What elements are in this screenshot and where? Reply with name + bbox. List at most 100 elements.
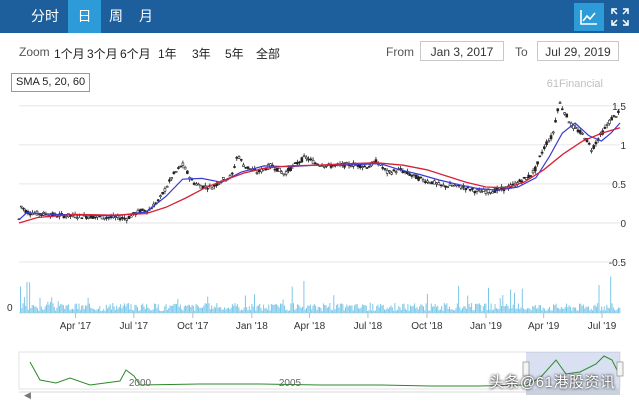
candle-body — [493, 188, 497, 193]
volume-bar — [519, 309, 521, 313]
candle-body — [491, 191, 494, 194]
volume-bar — [142, 303, 144, 313]
candle-body — [206, 187, 209, 190]
volume-bar — [74, 304, 76, 313]
volume-bar — [469, 307, 471, 313]
tab-weekly[interactable]: 周 — [109, 8, 123, 24]
volume-bar — [111, 309, 112, 313]
to-date-input[interactable]: Jul 29, 2019 — [537, 41, 619, 61]
volume-bar — [120, 304, 122, 313]
volume-bar — [368, 310, 370, 313]
zoom-all-button[interactable]: 全部 — [256, 47, 281, 61]
from-date-input[interactable]: Jan 3, 2017 — [420, 41, 504, 61]
candle-body — [257, 169, 261, 173]
candle-body — [343, 162, 346, 168]
zoom-1-month-button[interactable]: 1个月 — [54, 47, 85, 61]
volume-bar — [471, 303, 473, 313]
volume-bar — [356, 304, 358, 313]
candle-body — [525, 177, 528, 180]
candle-body — [273, 168, 277, 171]
candle-body — [89, 214, 93, 219]
volume-bar — [179, 304, 181, 313]
candle-body — [51, 212, 54, 217]
candle-body — [614, 116, 618, 118]
volume-bar — [450, 309, 452, 313]
candle-body — [576, 129, 580, 133]
volume-bar — [585, 306, 587, 313]
volume-bar — [116, 305, 118, 313]
volume-bar — [541, 310, 543, 313]
watermark: 头条@61港股资讯 — [489, 374, 616, 391]
volume-bar — [551, 310, 553, 313]
volume-bar — [371, 310, 372, 313]
candle-body — [388, 170, 391, 173]
line-chart-button[interactable] — [574, 3, 604, 31]
candle-body — [424, 181, 427, 183]
volume-bar — [430, 303, 432, 313]
candle-body — [60, 213, 63, 215]
zoom-1-year-button[interactable]: 1年 — [158, 47, 177, 61]
candle-body — [311, 159, 315, 165]
candle-body — [260, 168, 263, 173]
volume-bar — [221, 309, 223, 313]
volume-bar — [222, 309, 224, 313]
volume-bar — [39, 297, 41, 313]
volume-bar — [114, 310, 116, 313]
volume-bar — [485, 303, 487, 313]
top-toolbar: 分时 日 周 月 — [0, 0, 639, 33]
candle-body — [159, 195, 162, 197]
candle-body — [152, 203, 155, 208]
zoom-3-month-button[interactable]: 3个月 — [87, 47, 118, 61]
volume-bar — [442, 310, 444, 313]
volume-bar — [465, 308, 467, 313]
volume-bar — [276, 304, 278, 313]
volume-bar — [212, 309, 214, 313]
volume-bar — [307, 305, 309, 313]
candle-body — [421, 179, 425, 182]
volume-bar — [580, 303, 582, 313]
candle-body — [219, 181, 223, 183]
volume-bar — [313, 303, 315, 313]
fullscreen-button[interactable] — [605, 3, 635, 31]
candle-body — [237, 156, 241, 159]
candle-body — [352, 162, 355, 167]
candle-body — [446, 186, 450, 188]
candle-body — [78, 214, 81, 216]
candle-body — [477, 189, 481, 192]
volume-bar — [502, 295, 504, 313]
volume-bar — [490, 303, 492, 313]
volume-bar — [135, 305, 137, 313]
volume-bar — [99, 306, 101, 313]
volume-bar — [308, 306, 310, 313]
candle-body — [374, 159, 378, 165]
volume-bar — [172, 305, 174, 313]
volume-bar — [155, 304, 157, 313]
volume-bar — [511, 308, 513, 313]
volume-bar — [231, 304, 233, 313]
tab-monthly[interactable]: 月 — [139, 8, 153, 24]
volume-bar — [224, 307, 226, 313]
zoom-5-year-button[interactable]: 5年 — [225, 47, 244, 61]
candle-body — [392, 169, 396, 172]
volume-bar — [44, 306, 46, 313]
volume-bar — [81, 305, 83, 313]
volume-bar — [543, 308, 545, 313]
candle-body — [334, 164, 337, 167]
volume-bar — [556, 307, 558, 313]
candle-body — [165, 185, 169, 188]
tab-daily[interactable]: 日 — [68, 0, 101, 33]
volume-bar — [395, 310, 397, 313]
volume-bar — [211, 305, 213, 313]
zoom-6-month-button[interactable]: 6个月 — [120, 47, 151, 61]
volume-bar — [564, 307, 566, 313]
tab-intraday[interactable]: 分时 — [31, 8, 59, 24]
zoom-3-year-button[interactable]: 3年 — [192, 47, 211, 61]
volume-bar — [283, 305, 285, 313]
volume-bar — [498, 309, 500, 313]
candle-body — [103, 217, 106, 220]
volume-bar — [241, 309, 242, 313]
candle-body — [31, 212, 34, 215]
candle-body — [154, 202, 158, 205]
volume-bar — [94, 309, 96, 313]
volume-bar — [399, 307, 401, 313]
